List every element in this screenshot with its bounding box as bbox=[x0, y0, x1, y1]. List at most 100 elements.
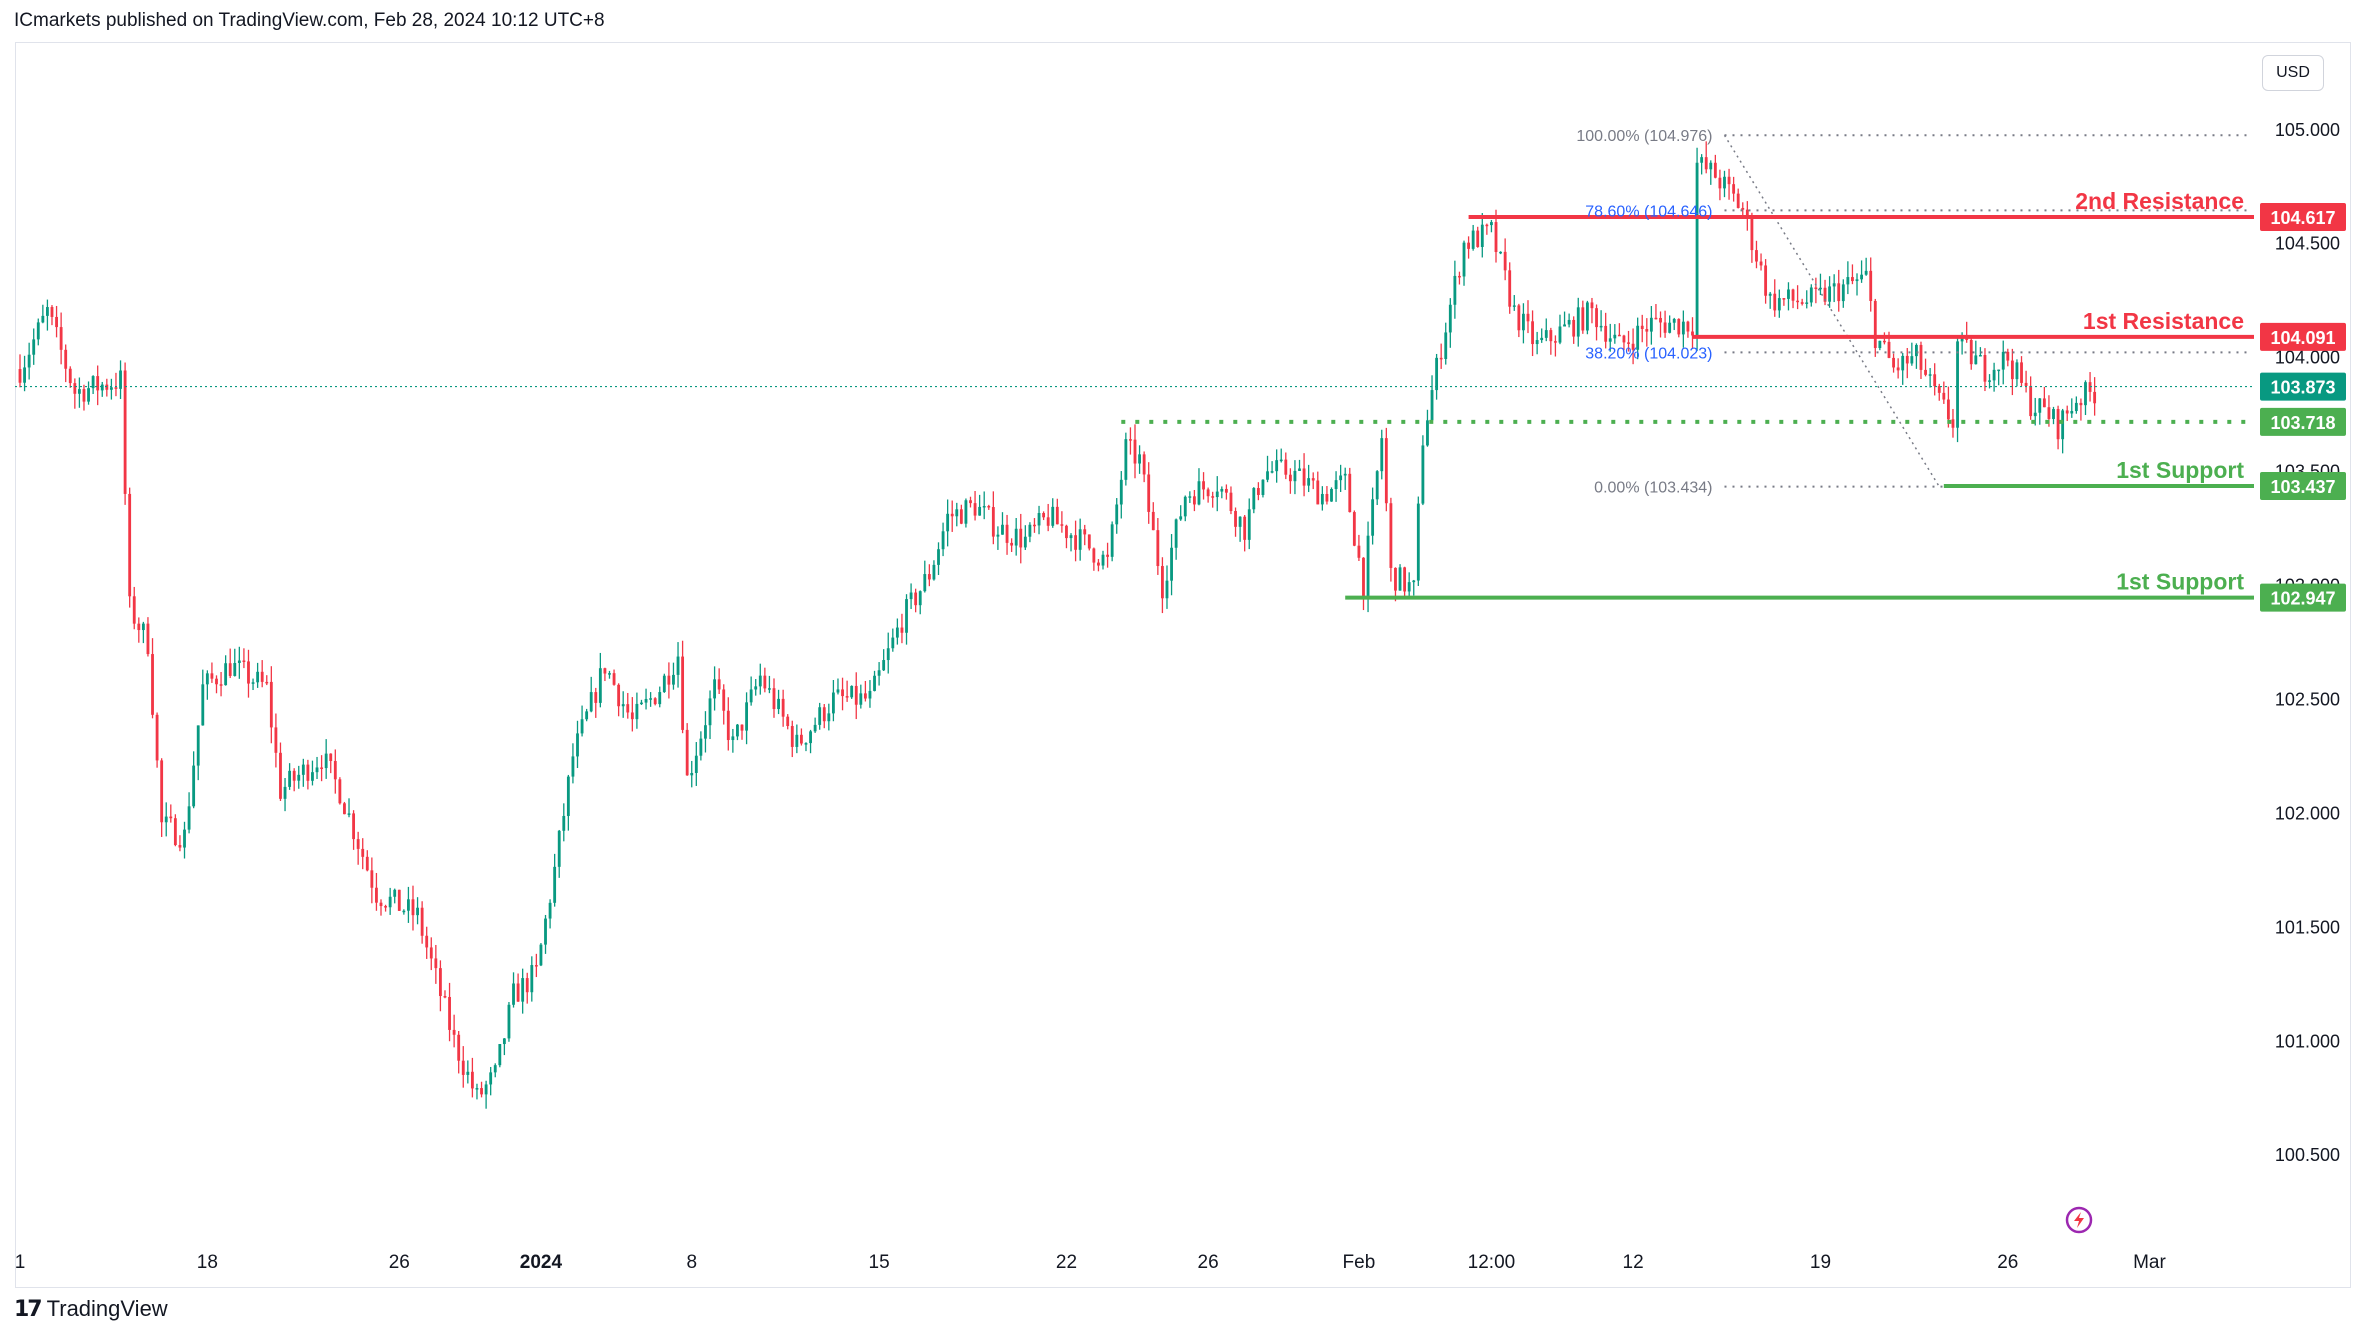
candle-body bbox=[1097, 562, 1100, 566]
candle-body bbox=[1549, 330, 1553, 342]
candle-body bbox=[795, 734, 799, 747]
candle-body bbox=[1691, 331, 1694, 336]
candle-body bbox=[1956, 341, 1959, 428]
candle-body bbox=[1681, 321, 1685, 335]
candle-body bbox=[1215, 491, 1219, 498]
candle-body bbox=[909, 592, 913, 600]
candle-body bbox=[1883, 340, 1886, 343]
flash-icon[interactable] bbox=[2064, 1205, 2094, 1235]
candle-body bbox=[804, 743, 808, 745]
candle-body bbox=[292, 770, 296, 781]
candle-body bbox=[1937, 386, 1941, 393]
candle-body bbox=[452, 1029, 456, 1035]
candle-body bbox=[50, 307, 54, 317]
candle-body bbox=[333, 760, 337, 780]
candle-body bbox=[1490, 222, 1493, 226]
candle-body bbox=[927, 574, 931, 580]
candle-body bbox=[1791, 289, 1795, 301]
candle-body bbox=[1115, 504, 1119, 525]
candle-body bbox=[1069, 535, 1073, 539]
candle-body bbox=[1649, 317, 1653, 332]
candle-body bbox=[1892, 357, 1895, 368]
candle-body bbox=[544, 918, 547, 945]
candle-body bbox=[1946, 399, 1950, 420]
candle-body bbox=[64, 349, 68, 369]
candle-body bbox=[448, 996, 451, 1030]
candle-body bbox=[1567, 319, 1571, 325]
candle-body bbox=[1042, 513, 1046, 518]
candle-body bbox=[1531, 321, 1534, 345]
candle-body bbox=[635, 703, 639, 720]
candle-body bbox=[1704, 157, 1708, 170]
candle-body bbox=[1261, 479, 1265, 495]
candle-body bbox=[370, 870, 374, 888]
candle-body bbox=[247, 661, 250, 684]
price-tag bbox=[2260, 372, 2346, 401]
candle-body bbox=[18, 369, 22, 383]
candle-body bbox=[68, 368, 72, 384]
candle-body bbox=[662, 675, 666, 693]
candle-body bbox=[1343, 473, 1347, 476]
candle-body bbox=[1713, 162, 1717, 178]
candle-body bbox=[375, 887, 378, 903]
candle-body bbox=[1302, 468, 1306, 486]
candle-body bbox=[215, 678, 218, 685]
candle-body bbox=[667, 675, 671, 685]
candle-body bbox=[2056, 409, 2060, 440]
candle-body bbox=[996, 534, 1000, 537]
fib-level-label: 100.00% (104.976) bbox=[1576, 128, 1712, 145]
candle-body bbox=[1910, 356, 1914, 364]
candle-body bbox=[1001, 524, 1004, 535]
candle-body bbox=[2033, 412, 2037, 417]
candle-body bbox=[1928, 374, 1932, 376]
candle-body bbox=[1037, 513, 1041, 526]
candle-body bbox=[1809, 287, 1813, 303]
candle-body bbox=[1220, 488, 1224, 492]
fib-level-label: 0.00% (103.434) bbox=[1594, 480, 1712, 497]
x-tick-label: Mar bbox=[2133, 1252, 2166, 1273]
candle-body bbox=[352, 813, 356, 840]
candle-body bbox=[1636, 325, 1640, 350]
candle-body bbox=[512, 983, 515, 1005]
candle-body bbox=[2061, 410, 2065, 440]
x-tick-label: 26 bbox=[389, 1252, 410, 1273]
candle-body bbox=[1416, 503, 1420, 581]
candle-body bbox=[329, 753, 333, 761]
y-tick-label: 105.000 bbox=[2275, 120, 2340, 140]
candle-body bbox=[763, 675, 767, 689]
candle-body bbox=[713, 679, 717, 699]
candle-body bbox=[694, 755, 698, 773]
candle-body bbox=[320, 767, 324, 769]
candle-body bbox=[548, 902, 552, 919]
candle-body bbox=[205, 673, 209, 685]
tradingview-logo[interactable]: 𝟭𝟳 TradingView bbox=[14, 1296, 168, 1322]
candle-body bbox=[288, 770, 292, 787]
candle-body bbox=[306, 764, 310, 781]
candle-body bbox=[1243, 516, 1247, 540]
x-tick-label: 2024 bbox=[520, 1252, 563, 1273]
candle-body bbox=[1686, 321, 1690, 332]
candle-body bbox=[160, 760, 164, 823]
candle-body bbox=[1384, 438, 1388, 504]
candle-body bbox=[192, 765, 196, 807]
candle-body bbox=[1316, 480, 1320, 505]
candle-body bbox=[1334, 480, 1338, 489]
candle-body bbox=[155, 714, 159, 761]
candle-body bbox=[598, 668, 602, 703]
currency-button[interactable]: USD bbox=[2262, 55, 2324, 91]
candle-body bbox=[183, 829, 186, 848]
candle-body bbox=[749, 689, 753, 703]
candle-body bbox=[553, 866, 557, 903]
candle-body bbox=[1983, 355, 1987, 382]
candle-body bbox=[493, 1065, 497, 1073]
candle-body bbox=[1119, 479, 1123, 505]
candle-body bbox=[982, 505, 986, 508]
candle-body bbox=[1352, 512, 1356, 546]
price-tag bbox=[2260, 471, 2346, 500]
candle-body bbox=[1553, 341, 1557, 343]
candle-body bbox=[1462, 242, 1466, 277]
candle-body bbox=[1197, 481, 1201, 505]
candle-body bbox=[621, 704, 625, 707]
candle-body bbox=[1307, 478, 1311, 486]
